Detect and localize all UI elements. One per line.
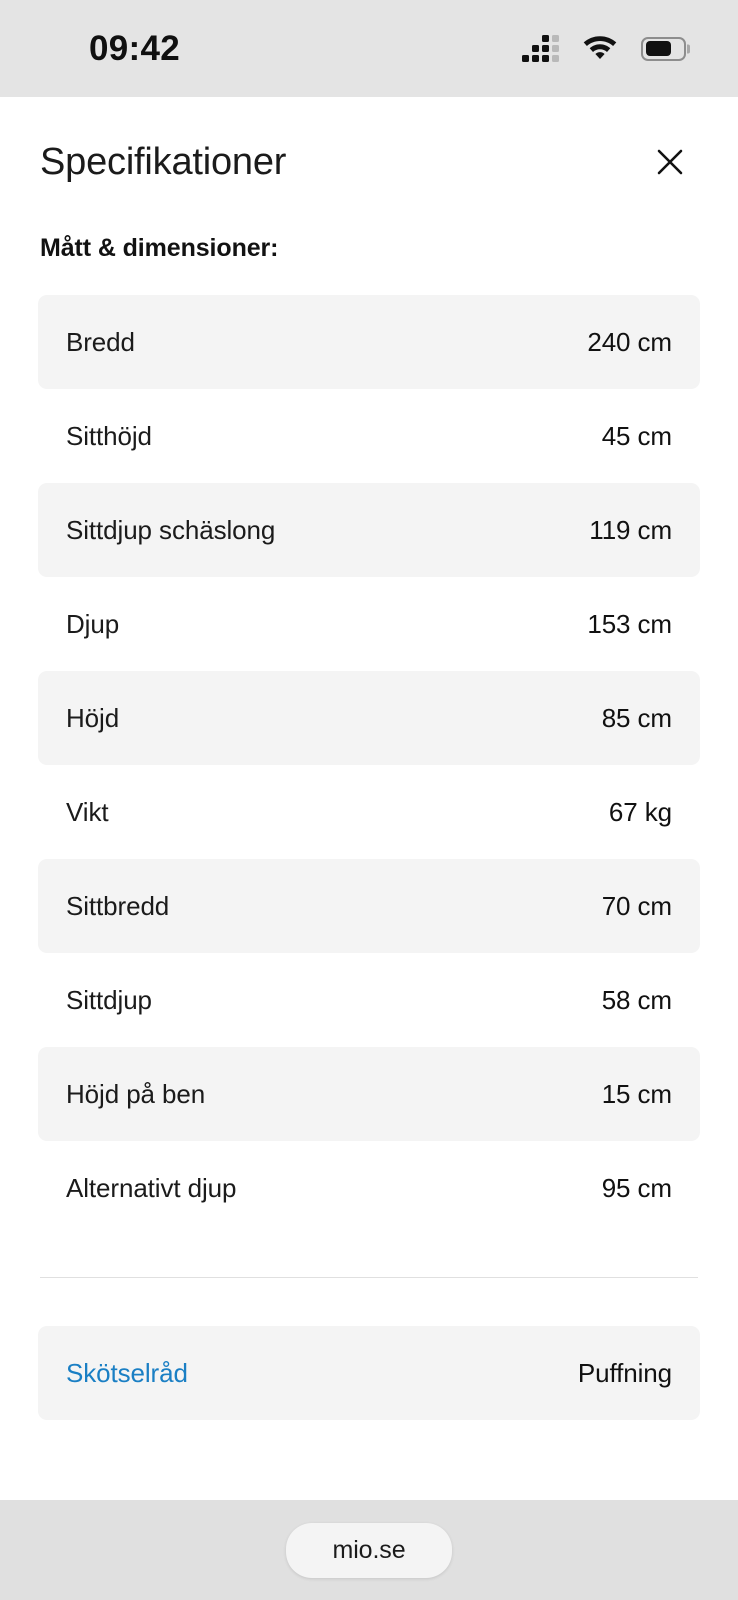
- spec-label: Bredd: [66, 326, 135, 357]
- spec-label: Höjd: [66, 702, 120, 733]
- spec-value: 58 cm: [601, 984, 672, 1015]
- table-row: Alternativt djup 95 cm: [38, 1141, 700, 1235]
- table-row: Bredd 240 cm: [38, 295, 700, 389]
- status-bar-icons: [522, 33, 690, 65]
- spec-value: 15 cm: [601, 1078, 672, 1109]
- spec-label: Sittdjup schäslong: [66, 514, 276, 545]
- spec-value: 45 cm: [601, 420, 672, 451]
- table-row: Sittdjup schäslong 119 cm: [38, 483, 700, 577]
- close-icon: [655, 147, 685, 180]
- spec-value: 85 cm: [601, 702, 672, 733]
- spec-label: Höjd på ben: [66, 1078, 206, 1109]
- specifications-sheet: Specifikationer Mått & dimensioner: Bred…: [0, 97, 738, 1500]
- table-row: Höjd 85 cm: [38, 671, 700, 765]
- table-row: Vikt 67 kg: [38, 765, 700, 859]
- page-title: Specifikationer: [40, 141, 287, 184]
- battery-icon: [641, 36, 690, 61]
- spec-label: Sittbredd: [66, 890, 170, 921]
- care-instructions-value: Puffning: [577, 1357, 672, 1388]
- spec-value: 240 cm: [587, 326, 672, 357]
- care-instructions-table: Skötselråd Puffning: [0, 1326, 738, 1420]
- care-instructions-link[interactable]: Skötselråd: [66, 1357, 188, 1388]
- spec-label: Alternativt djup: [66, 1172, 237, 1203]
- url-bar[interactable]: mio.se: [286, 1522, 452, 1578]
- wifi-icon: [582, 33, 618, 65]
- spec-label: Sitthöjd: [66, 420, 152, 451]
- table-row: Skötselråd Puffning: [38, 1326, 700, 1420]
- cellular-signal-icon: [522, 34, 559, 62]
- sheet-header: Specifikationer: [0, 97, 738, 187]
- browser-bottom-bar: mio.se: [0, 1500, 738, 1600]
- table-row: Sitthöjd 45 cm: [38, 389, 700, 483]
- spec-value: 70 cm: [601, 890, 672, 921]
- table-row: Sittbredd 70 cm: [38, 859, 700, 953]
- spec-label: Vikt: [66, 796, 109, 827]
- close-button[interactable]: [646, 139, 694, 187]
- table-row: Sittdjup 58 cm: [38, 953, 700, 1047]
- status-bar: 09:42: [0, 0, 738, 97]
- section-divider: [40, 1277, 698, 1278]
- table-row: Höjd på ben 15 cm: [38, 1047, 700, 1141]
- section-subtitle: Mått & dimensioner:: [40, 234, 279, 262]
- status-bar-clock: 09:42: [89, 29, 181, 68]
- spec-value: 95 cm: [601, 1172, 672, 1203]
- specifications-table: Bredd 240 cm Sitthöjd 45 cm Sittdjup sch…: [0, 295, 738, 1235]
- spec-label: Sittdjup: [66, 984, 152, 1015]
- spec-value: 153 cm: [587, 608, 672, 639]
- spec-value: 119 cm: [589, 514, 672, 545]
- spec-value: 67 kg: [608, 796, 672, 827]
- spec-label: Djup: [66, 608, 120, 639]
- table-row: Djup 153 cm: [38, 577, 700, 671]
